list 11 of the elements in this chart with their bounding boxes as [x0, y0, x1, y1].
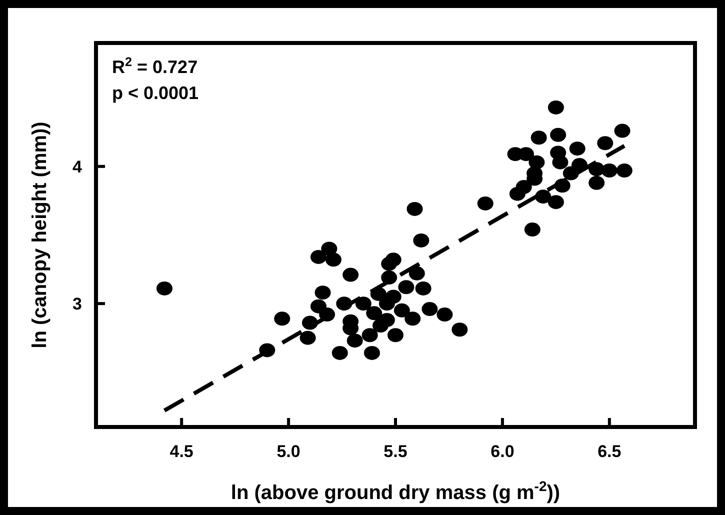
x-tick-label: 5.0: [276, 442, 300, 461]
annotation: p < 0.0001: [112, 83, 199, 103]
y-axis-title: ln (canopy height (mm)): [29, 122, 51, 348]
y-tick-label: 4: [72, 157, 83, 176]
x-axis-title: ln (above ground dry mass (g m$^{-2}$)): [230, 478, 560, 504]
x-tick-label: 4.5: [170, 442, 194, 461]
y-tick-label: 3: [72, 294, 82, 314]
x-tick-label: 6.0: [490, 442, 514, 461]
annotation: R$^{2}$ = 0.727: [112, 55, 198, 77]
x-tick-label: 5.5: [384, 442, 408, 461]
x-tick-label: 6.5: [598, 442, 622, 461]
